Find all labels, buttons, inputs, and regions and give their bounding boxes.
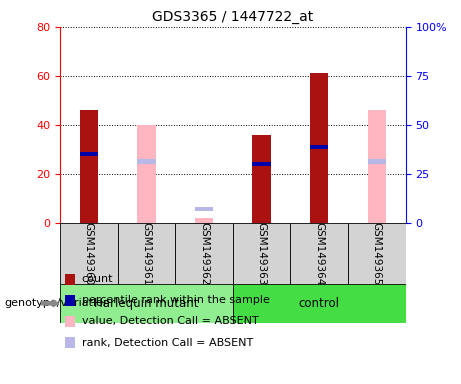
Bar — [137, 159, 156, 164]
Bar — [175, 223, 233, 284]
Bar — [195, 218, 213, 223]
Text: control: control — [299, 297, 340, 310]
Bar — [60, 223, 118, 284]
Text: GSM149364: GSM149364 — [314, 222, 324, 285]
Text: rank, Detection Call = ABSENT: rank, Detection Call = ABSENT — [82, 338, 253, 348]
Bar — [233, 284, 406, 323]
Bar — [368, 159, 386, 164]
Bar — [79, 152, 98, 156]
Text: percentile rank within the sample: percentile rank within the sample — [82, 295, 270, 305]
Text: count: count — [82, 274, 113, 284]
Text: value, Detection Call = ABSENT: value, Detection Call = ABSENT — [82, 316, 258, 326]
Bar — [60, 284, 233, 323]
Bar — [368, 110, 386, 223]
Bar — [310, 145, 328, 149]
Text: GSM149361: GSM149361 — [142, 222, 151, 285]
Bar — [252, 162, 271, 166]
Text: GSM149365: GSM149365 — [372, 222, 382, 285]
Bar — [310, 73, 328, 223]
Text: genotype/variation: genotype/variation — [5, 298, 111, 308]
Title: GDS3365 / 1447722_at: GDS3365 / 1447722_at — [152, 10, 313, 25]
Text: GSM149360: GSM149360 — [84, 222, 94, 285]
Text: Harlequin mutant: Harlequin mutant — [94, 297, 199, 310]
Text: GSM149362: GSM149362 — [199, 222, 209, 285]
Bar — [233, 223, 290, 284]
Bar — [118, 223, 175, 284]
Bar — [348, 223, 406, 284]
Bar — [195, 207, 213, 212]
Bar — [79, 110, 98, 223]
Text: GSM149363: GSM149363 — [257, 222, 266, 285]
Bar — [290, 223, 348, 284]
Bar — [252, 135, 271, 223]
Bar — [137, 125, 156, 223]
